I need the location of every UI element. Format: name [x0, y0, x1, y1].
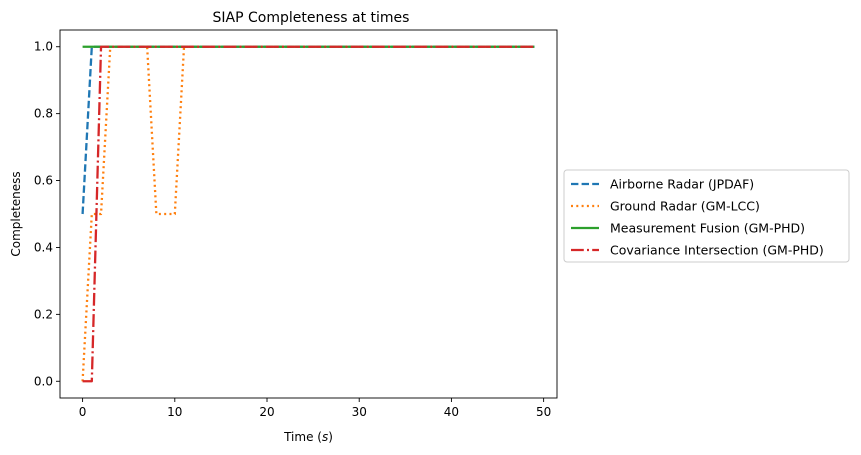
x-tick-label: 40: [444, 405, 459, 419]
legend: Airborne Radar (JPDAF) Ground Radar (GM-L…: [563, 169, 850, 263]
series-layer: [81, 45, 535, 383]
y-tick-label: 0.4: [34, 240, 53, 254]
legend-box: [563, 169, 850, 263]
x-tick-label: 20: [259, 405, 274, 419]
legend-label-covariance-intersection-gm-phd: Covariance Intersection (GM-PHD): [610, 243, 824, 258]
x-tick-label: 0: [79, 405, 87, 419]
x-axis-label-var: s: [322, 430, 328, 444]
x-axis-label-prefix: Time (: [283, 430, 322, 444]
y-axis-label: Completeness: [9, 171, 23, 256]
legend-label-airborne-radar-jpdaf: Airborne Radar (JPDAF): [610, 177, 754, 192]
legend-label-measurement-fusion-gm-phd: Measurement Fusion (GM-PHD): [610, 221, 805, 236]
legend-label-ground-radar-gm-lcc: Ground Radar (GM-LCC): [610, 199, 760, 214]
x-axis: 0 10 20 30 40 50: [79, 398, 551, 419]
x-axis-label-suffix: ): [328, 430, 333, 444]
x-tick-label: 50: [536, 405, 551, 419]
y-axis: 0.0 0.2 0.4 0.6 0.8 1.0: [34, 40, 60, 388]
x-tick-label: 30: [352, 405, 367, 419]
y-tick-label: 0.0: [34, 374, 53, 388]
y-tick-label: 1.0: [34, 40, 53, 54]
plot-frame: [59, 29, 558, 399]
x-tick-label: 10: [167, 405, 182, 419]
chart-title: SIAP Completeness at times: [213, 10, 410, 26]
y-tick-label: 0.6: [34, 174, 53, 188]
y-tick-label: 0.8: [34, 107, 53, 121]
x-axis-label: Time (s): [283, 430, 333, 444]
y-tick-label: 0.2: [34, 307, 53, 321]
series-line-covariance-intersection-gm-phd: [82, 45, 535, 383]
